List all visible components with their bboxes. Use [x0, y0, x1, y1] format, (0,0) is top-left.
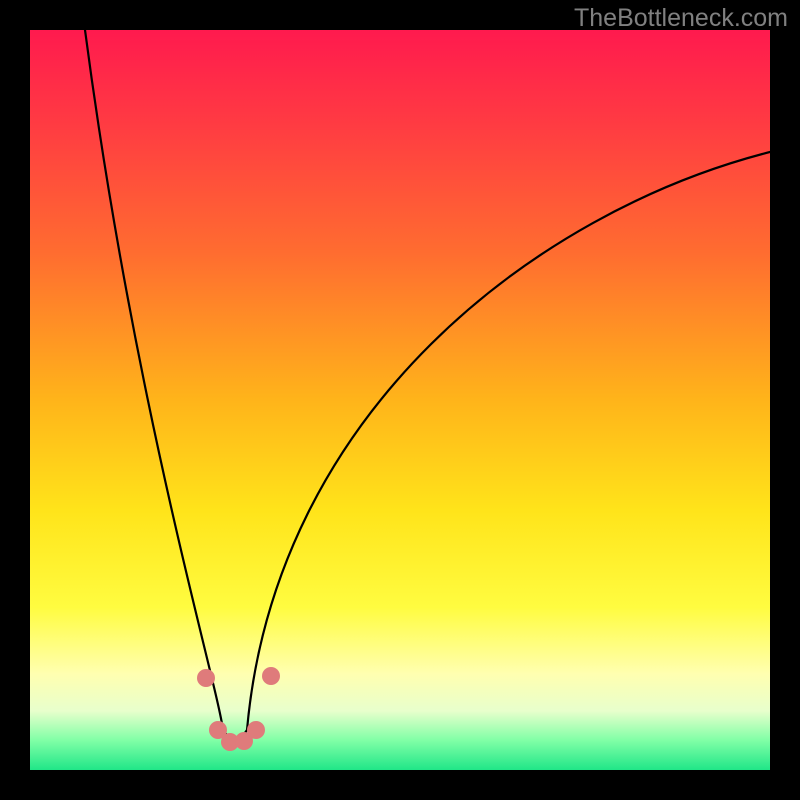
curve-marker [247, 721, 265, 739]
curve-marker [262, 667, 280, 685]
curve-marker [197, 669, 215, 687]
plot-area [30, 30, 770, 770]
bottleneck-curve-chart [30, 30, 770, 770]
gradient-background [30, 30, 770, 770]
watermark-text: TheBottleneck.com [574, 4, 788, 33]
